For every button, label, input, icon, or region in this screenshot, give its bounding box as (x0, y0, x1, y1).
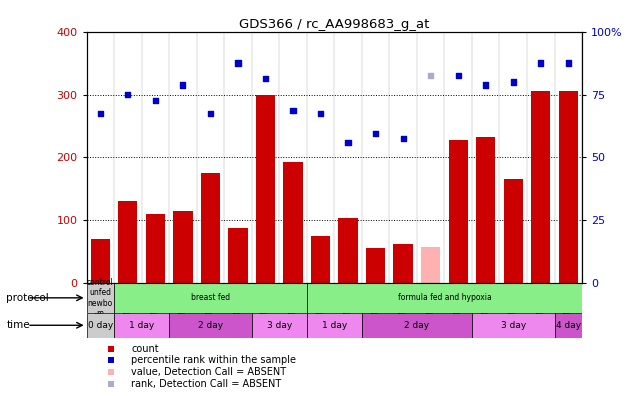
Bar (114, 283, 307, 313)
Text: value, Detection Call = ABSENT: value, Detection Call = ABSENT (131, 367, 287, 377)
Point (481, 82, 491, 88)
Bar (311, 236, 330, 283)
Text: 3 day: 3 day (501, 321, 526, 330)
Bar (449, 140, 468, 283)
Point (288, 107, 298, 113)
Bar (362, 313, 472, 338)
Bar (283, 162, 303, 283)
Point (150, 98, 160, 104)
Point (178, 82, 188, 88)
Point (563, 60, 574, 66)
Point (343, 140, 353, 146)
Point (95, 110, 105, 116)
Bar (394, 244, 413, 283)
Bar (504, 179, 523, 283)
Bar (228, 228, 247, 283)
Text: percentile rank within the sample: percentile rank within the sample (131, 356, 296, 366)
Point (426, 72, 436, 79)
Bar (307, 283, 582, 313)
Point (205, 110, 215, 116)
Point (398, 135, 408, 142)
Title: GDS366 / rc_AA998683_g_at: GDS366 / rc_AA998683_g_at (239, 17, 429, 30)
Point (453, 72, 463, 79)
Bar (338, 218, 358, 283)
Point (260, 76, 271, 82)
Bar (87, 283, 114, 313)
Text: 2 day: 2 day (404, 321, 429, 330)
Bar (366, 248, 385, 283)
Text: control
unfed
newbo
rn: control unfed newbo rn (87, 278, 113, 318)
Bar (421, 247, 440, 283)
Bar (87, 313, 114, 338)
Point (370, 130, 381, 137)
Text: 4 day: 4 day (556, 321, 581, 330)
Bar (173, 211, 192, 283)
Bar (146, 214, 165, 283)
Text: 3 day: 3 day (267, 321, 292, 330)
Point (233, 60, 243, 66)
Point (122, 91, 133, 98)
Text: 2 day: 2 day (198, 321, 223, 330)
Point (508, 79, 519, 85)
Text: protocol: protocol (6, 293, 49, 303)
Text: time: time (6, 320, 30, 330)
Bar (256, 95, 275, 283)
Bar (307, 313, 362, 338)
Point (315, 110, 326, 116)
Text: 1 day: 1 day (322, 321, 347, 330)
Bar (558, 91, 578, 283)
Point (536, 60, 546, 66)
Bar (554, 313, 582, 338)
Bar (201, 173, 220, 283)
Bar (114, 313, 169, 338)
Bar (472, 313, 554, 338)
Text: count: count (131, 344, 159, 354)
Text: formula fed and hypoxia: formula fed and hypoxia (397, 293, 491, 302)
Bar (476, 137, 495, 283)
Text: rank, Detection Call = ABSENT: rank, Detection Call = ABSENT (131, 379, 281, 388)
Bar (252, 313, 307, 338)
Text: 1 day: 1 day (129, 321, 154, 330)
Bar (118, 201, 137, 283)
Text: breast fed: breast fed (191, 293, 230, 302)
Bar (531, 91, 551, 283)
Text: 0 day: 0 day (88, 321, 113, 330)
Bar (169, 313, 252, 338)
Bar (90, 239, 110, 283)
